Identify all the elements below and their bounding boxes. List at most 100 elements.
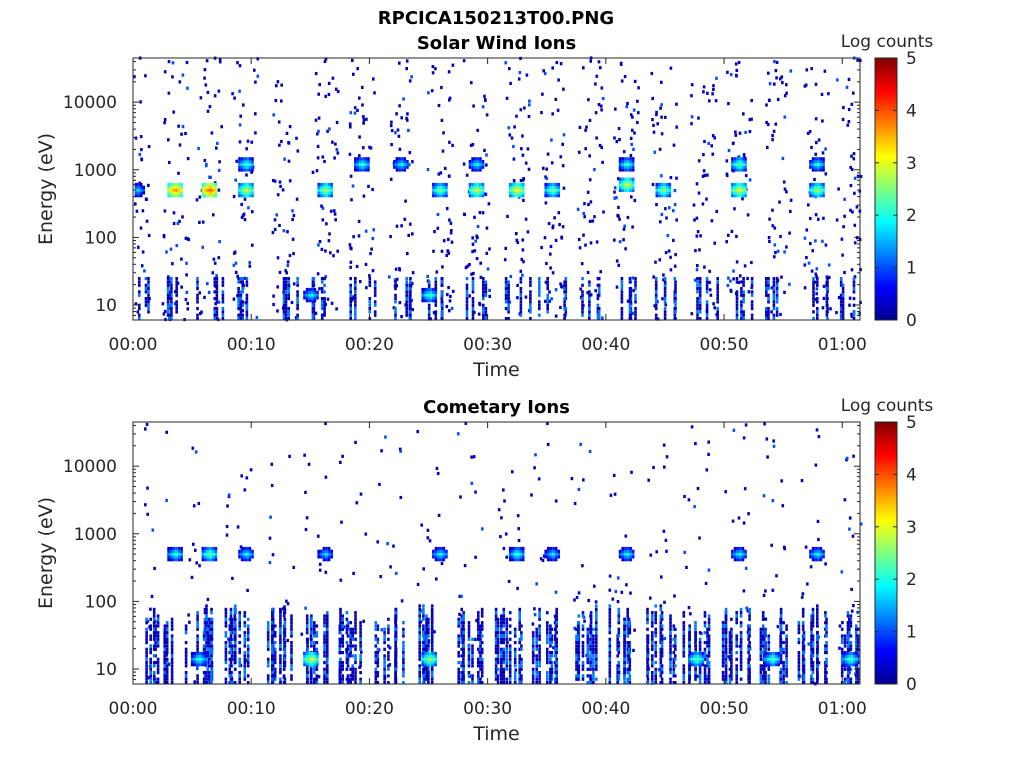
heatmap-cell <box>595 667 598 671</box>
heatmap-cell <box>248 168 252 172</box>
heatmap-cell <box>672 667 676 671</box>
heatmap-cell <box>597 317 601 321</box>
heatmap-cell <box>180 188 183 192</box>
heatmap-cell <box>175 191 178 195</box>
heatmap-cell <box>349 283 352 287</box>
heatmap-cell <box>672 637 676 641</box>
heatmap-cell <box>368 297 372 301</box>
heatmap-cell <box>394 293 397 297</box>
heatmap-cell <box>708 269 711 273</box>
heatmap-cell <box>617 664 621 668</box>
heatmap-cell <box>479 624 482 628</box>
heatmap-cell <box>521 182 525 187</box>
heatmap-cell <box>163 681 167 685</box>
heatmap-cell <box>427 641 430 645</box>
heatmap-cell <box>418 624 421 628</box>
heatmap-cell <box>589 677 592 681</box>
heatmap-cell <box>519 191 522 195</box>
heatmap-cell <box>292 282 296 286</box>
heatmap-cell <box>196 617 199 621</box>
heatmap-cell <box>284 307 288 311</box>
heatmap-cell <box>576 664 580 668</box>
heatmap-cell <box>279 677 282 681</box>
heatmap-cell <box>624 168 627 172</box>
heatmap-cell <box>430 89 434 93</box>
heatmap-cell <box>354 667 357 671</box>
heatmap-cell <box>589 200 593 204</box>
heatmap-cell <box>338 674 342 678</box>
heatmap-cell <box>402 651 405 655</box>
heatmap-cell <box>432 191 435 195</box>
heatmap-cell <box>553 681 557 685</box>
heatmap-cell <box>519 108 523 112</box>
heatmap-cell <box>284 300 288 304</box>
heatmap-cell <box>696 277 699 281</box>
heatmap-cell <box>359 621 362 625</box>
heatmap-cell <box>500 516 503 520</box>
heatmap-cell <box>629 136 633 140</box>
heatmap-cell <box>406 165 409 169</box>
heatmap-cell <box>651 674 654 678</box>
heatmap-cell <box>713 136 716 140</box>
heatmap-cell <box>305 631 309 635</box>
heatmap-cell <box>241 309 245 313</box>
heatmap-cell <box>519 293 523 297</box>
heatmap-cell <box>652 465 655 470</box>
heatmap-cell <box>592 651 595 655</box>
heatmap-cell <box>825 283 829 287</box>
heatmap-cell <box>284 313 288 317</box>
heatmap-cell <box>460 624 463 628</box>
heatmap-cell <box>276 309 279 313</box>
heatmap-cell <box>163 634 167 638</box>
heatmap-cell <box>465 297 469 301</box>
heatmap-cell <box>246 627 250 631</box>
heatmap-cell <box>354 293 357 297</box>
heatmap-cell <box>175 283 178 287</box>
heatmap-cell <box>311 280 315 284</box>
heatmap-cell <box>651 677 654 681</box>
heatmap-cell <box>575 641 578 645</box>
heatmap-cell <box>633 79 637 83</box>
heatmap-cell <box>442 188 446 192</box>
heatmap-cell <box>290 661 293 665</box>
heatmap-cell <box>470 81 473 85</box>
heatmap-cell <box>233 624 237 628</box>
heatmap-cell <box>853 241 857 245</box>
heatmap-cell <box>485 226 489 230</box>
heatmap-cell <box>471 297 475 301</box>
heatmap-cell <box>533 607 536 611</box>
heatmap-cell <box>287 307 290 311</box>
heatmap-cell <box>326 614 329 618</box>
heatmap-cell <box>494 617 498 621</box>
heatmap-cell <box>376 624 380 628</box>
panel-title: Solar Wind Ions <box>417 33 576 54</box>
heatmap-cell <box>154 641 157 645</box>
heatmap-cell <box>561 164 565 168</box>
heatmap-cell <box>735 73 738 77</box>
heatmap-cell <box>698 283 702 287</box>
heatmap-cell <box>668 182 672 187</box>
heatmap-cell <box>176 221 180 226</box>
heatmap-cell <box>224 667 228 671</box>
heatmap-cell <box>646 657 650 661</box>
heatmap-cell <box>460 671 463 675</box>
heatmap-cell <box>524 295 528 299</box>
heatmap-cell <box>518 667 521 671</box>
heatmap-cell <box>623 664 626 668</box>
heatmap-cell <box>651 634 654 638</box>
heatmap-cell <box>273 677 277 681</box>
heatmap-cell <box>433 230 436 234</box>
heatmap-cell <box>352 72 355 76</box>
heatmap-cell <box>290 647 293 651</box>
heatmap-cell <box>520 667 523 671</box>
heatmap-cell <box>766 122 770 127</box>
heatmap-cell <box>237 297 240 301</box>
heatmap-cell <box>422 647 425 651</box>
heatmap-cell <box>470 481 474 485</box>
heatmap-cell <box>628 621 632 625</box>
heatmap-cell <box>586 647 590 651</box>
heatmap-cell <box>669 614 672 618</box>
heatmap-cell <box>511 194 515 198</box>
heatmap-cell <box>345 677 349 681</box>
heatmap-cell <box>515 238 519 242</box>
